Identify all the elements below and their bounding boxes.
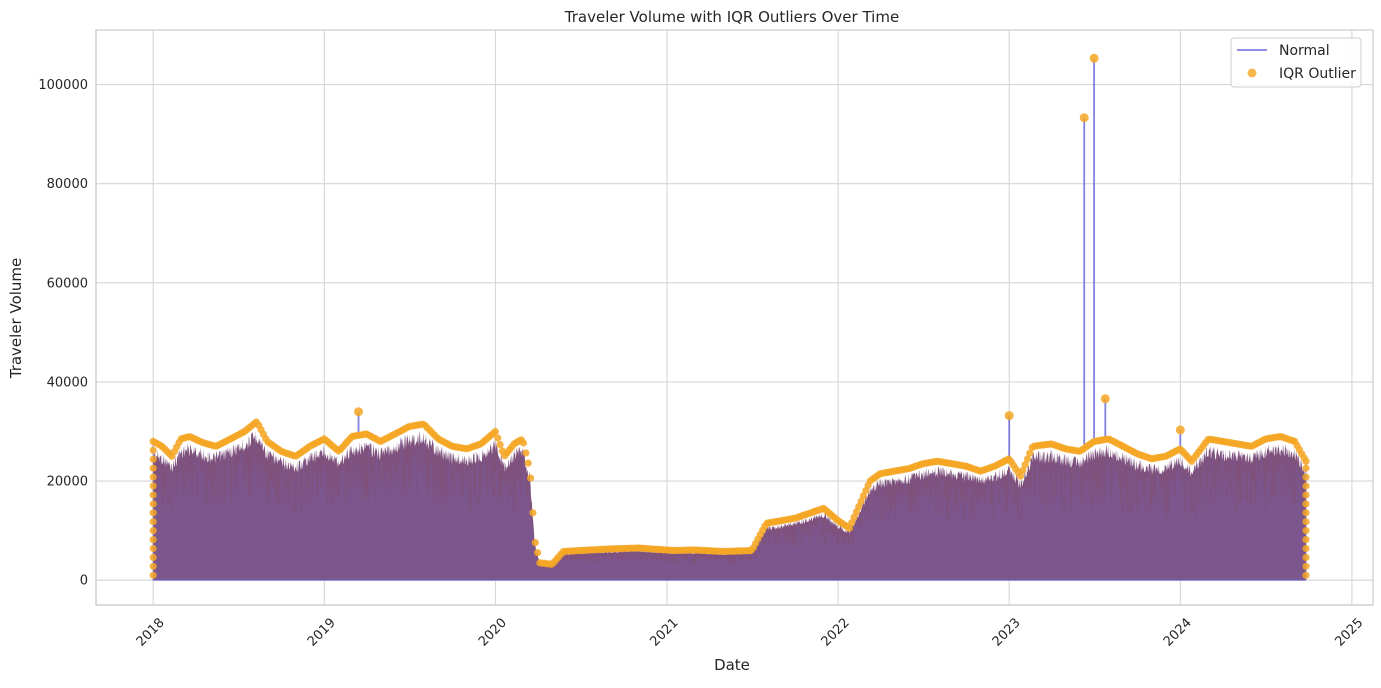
- x-axis-title: Date: [714, 656, 750, 674]
- outlier-marker-start: [149, 527, 157, 535]
- outlier-marker: [1021, 461, 1029, 469]
- legend-label-normal: Normal: [1279, 43, 1330, 59]
- outlier-marker: [1302, 457, 1310, 465]
- outlier-marker-start: [149, 491, 157, 499]
- outlier-marker-end: [1302, 536, 1310, 544]
- x-tick-label: 2023: [990, 616, 1024, 650]
- outlier-spike-marker: [1089, 53, 1099, 63]
- outlier-marker-end: [1302, 500, 1310, 508]
- outlier-marker-start: [149, 518, 157, 526]
- outlier-marker: [531, 539, 539, 547]
- x-tick-label: 2020: [476, 616, 510, 650]
- outlier-marker-end: [1302, 464, 1310, 472]
- outlier-spike-marker: [1004, 411, 1014, 421]
- outlier-marker: [534, 549, 542, 557]
- normal-series-area: [153, 430, 1307, 581]
- outlier-marker-end: [1302, 473, 1310, 481]
- legend: Normal IQR Outlier: [1230, 37, 1362, 88]
- outlier-marker-start: [149, 464, 157, 472]
- x-tick-label: 2022: [819, 616, 853, 650]
- outlier-marker: [524, 459, 532, 467]
- x-tick-label: 2018: [134, 616, 168, 650]
- outlier-marker: [529, 509, 537, 517]
- outlier-marker-end: [1302, 491, 1310, 499]
- outlier-marker: [1019, 466, 1027, 474]
- y-tick-label: 20000: [47, 475, 88, 490]
- outlier-marker-end: [1302, 509, 1310, 517]
- y-tick-label: 80000: [47, 177, 88, 192]
- outlier-marker: [496, 441, 504, 449]
- y-tick-label: 60000: [47, 276, 88, 291]
- legend-label-outlier: IQR Outlier: [1279, 66, 1356, 82]
- outlier-spike-marker: [1175, 425, 1185, 435]
- outlier-marker-end: [1302, 482, 1310, 490]
- outlier-marker: [850, 513, 858, 521]
- chart-title: Traveler Volume with IQR Outliers Over T…: [564, 8, 899, 26]
- outlier-marker-end: [1302, 544, 1310, 553]
- outlier-marker: [848, 519, 856, 527]
- outlier-marker: [1026, 449, 1034, 457]
- y-axis-title: Traveler Volume: [7, 258, 25, 380]
- y-tick-label: 40000: [47, 375, 88, 390]
- outlier-marker-end: [1302, 518, 1310, 526]
- outlier-marker-end: [1302, 527, 1310, 535]
- outlier-marker: [857, 497, 865, 505]
- outlier-marker: [519, 439, 528, 447]
- outlier-marker-start: [149, 482, 157, 490]
- outlier-marker-start: [149, 500, 157, 508]
- outlier-marker: [491, 427, 499, 436]
- x-tick-label: 2024: [1161, 616, 1195, 650]
- outlier-marker: [527, 474, 535, 482]
- outlier-marker-start: [149, 544, 157, 553]
- outlier-marker-end: [1302, 553, 1310, 562]
- outlier-marker-start: [149, 562, 157, 570]
- outlier-marker: [1023, 455, 1032, 463]
- outlier-marker: [494, 434, 502, 442]
- x-tick-label: 2021: [648, 616, 682, 650]
- outlier-marker-start: [149, 509, 157, 517]
- outlier-marker: [1016, 472, 1025, 480]
- outlier-spike-marker: [354, 407, 363, 417]
- outlier-marker-start: [149, 536, 157, 544]
- outlier-marker: [845, 524, 854, 532]
- y-tick-label: 0: [80, 574, 88, 589]
- outlier-marker-start: [149, 446, 157, 454]
- outlier-marker-start: [149, 455, 157, 463]
- outlier-marker-start: [149, 571, 157, 579]
- outlier-marker-start: [149, 553, 157, 562]
- outlier-marker: [522, 449, 530, 457]
- y-tick-label: 100000: [38, 78, 88, 93]
- legend-marker-swatch: [1247, 68, 1257, 78]
- x-tick-label: 2019: [305, 616, 339, 650]
- outlier-spike-marker: [1100, 394, 1110, 404]
- outlier-marker-start: [149, 473, 157, 481]
- data-layer: [149, 53, 1310, 581]
- outlier-marker-end: [1302, 571, 1310, 579]
- x-tick-label: 2025: [1332, 616, 1366, 650]
- outlier-spike-marker: [1079, 113, 1089, 123]
- outlier-marker-end: [1302, 562, 1310, 570]
